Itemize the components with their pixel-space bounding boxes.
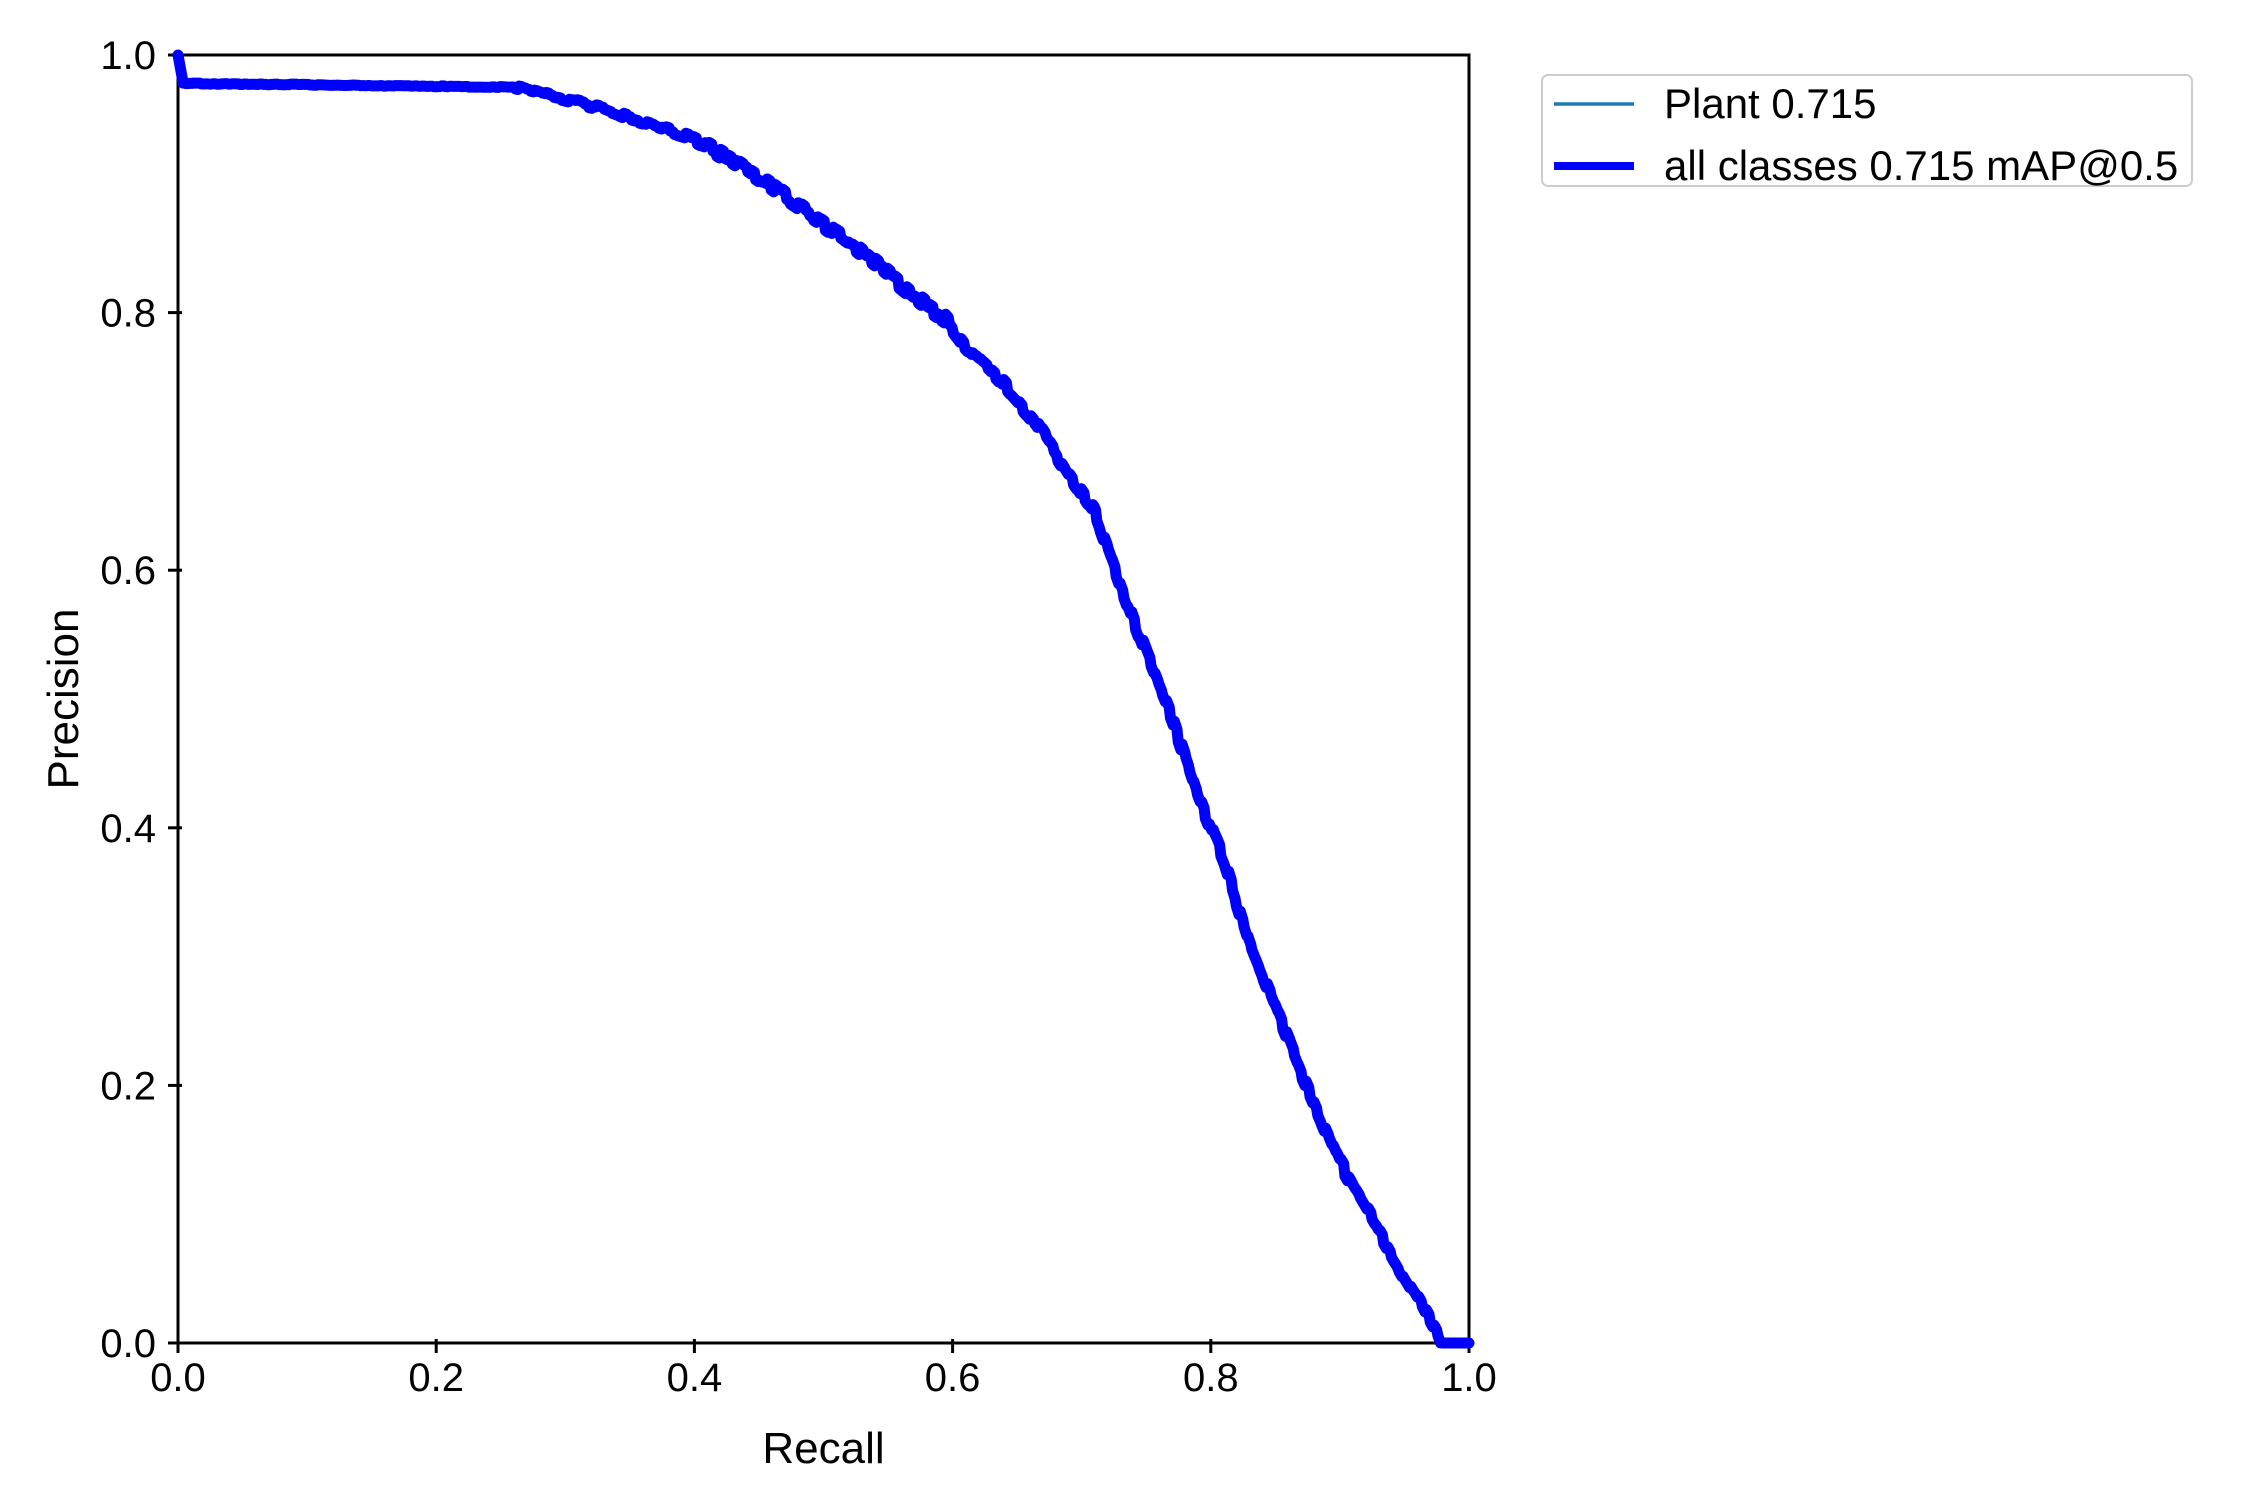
svg-text:0.4: 0.4 [667,1356,723,1400]
svg-text:0.4: 0.4 [100,807,156,851]
svg-text:0.0: 0.0 [150,1356,206,1400]
svg-text:0.8: 0.8 [1183,1356,1239,1400]
svg-text:0.0: 0.0 [100,1322,156,1366]
svg-text:0.2: 0.2 [100,1064,156,1108]
svg-text:1.0: 1.0 [1441,1356,1497,1400]
svg-text:Plant 0.715: Plant 0.715 [1664,80,1877,127]
svg-text:all classes 0.715 mAP@0.5: all classes 0.715 mAP@0.5 [1664,142,2178,189]
svg-text:Recall: Recall [762,1424,884,1473]
svg-text:1.0: 1.0 [100,34,156,78]
svg-text:0.6: 0.6 [925,1356,981,1400]
svg-text:0.8: 0.8 [100,292,156,336]
svg-text:Precision: Precision [39,609,88,790]
svg-text:0.6: 0.6 [100,549,156,593]
svg-text:0.2: 0.2 [408,1356,464,1400]
